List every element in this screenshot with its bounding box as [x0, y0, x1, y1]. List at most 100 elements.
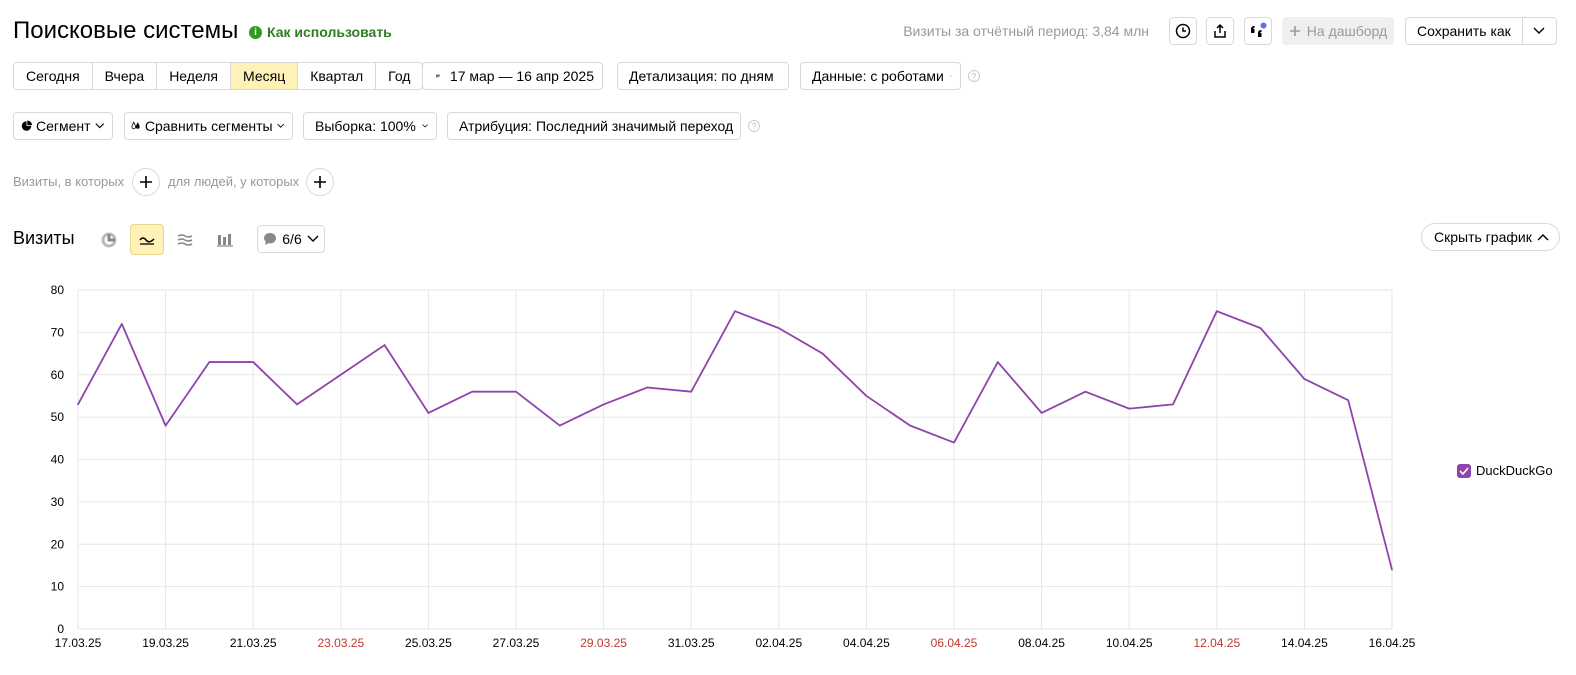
data-point [1216, 310, 1218, 312]
area-chart-icon [177, 233, 193, 246]
x-tick-label: 27.03.25 [493, 636, 540, 650]
y-tick-label: 80 [51, 283, 65, 297]
sample-label: Выборка: 100% [315, 118, 416, 134]
visits-total: Визиты за отчётный период: 3,84 млн [903, 23, 1149, 39]
data-point [909, 424, 911, 427]
period-today[interactable]: Сегодня [14, 63, 93, 89]
chevron-down-icon [276, 123, 284, 128]
period-week[interactable]: Неделя [157, 63, 232, 89]
segment-label: Сегмент [36, 118, 91, 134]
legend-label: DuckDuckGo [1476, 463, 1553, 478]
to-dashboard-button[interactable]: На дашборд [1282, 17, 1394, 45]
segment-dropdown[interactable]: Сегмент [13, 112, 113, 140]
data-point [690, 390, 692, 393]
data-point [383, 344, 386, 346]
chevron-up-icon [1537, 234, 1549, 241]
x-tick-label: 02.04.25 [755, 636, 802, 650]
comment-icon [264, 233, 277, 245]
x-tick-label: 14.04.25 [1281, 636, 1328, 650]
add-visit-condition-button[interactable] [132, 168, 160, 196]
hide-chart-button[interactable]: Скрыть график [1421, 223, 1560, 251]
compare-segments-label: Сравнить сегменты [144, 118, 273, 134]
line-chart-icon [139, 236, 155, 245]
y-tick-label: 30 [51, 495, 65, 509]
x-tick-label: 08.04.25 [1018, 636, 1065, 650]
y-tick-label: 20 [51, 537, 65, 551]
chart-type-pie[interactable] [92, 224, 126, 255]
data-point [559, 424, 561, 427]
period-month[interactable]: Месяц [231, 63, 299, 89]
hide-chart-label: Скрыть график [1434, 229, 1532, 245]
detail-label: Детализация: по дням [629, 68, 774, 84]
quote-icon [1251, 22, 1267, 37]
y-tick-label: 0 [57, 622, 64, 636]
data-point [427, 412, 430, 414]
save-as-button[interactable]: Сохранить как [1406, 18, 1523, 44]
date-range-label: 17 мар — 16 апр 2025 [449, 68, 594, 84]
add-people-condition-button[interactable] [306, 168, 334, 196]
y-tick-label: 40 [51, 453, 65, 467]
data-point [296, 403, 298, 406]
data-point [953, 441, 955, 444]
plus-icon [140, 176, 152, 188]
y-tick-label: 10 [51, 580, 65, 594]
export-button[interactable] [1206, 17, 1234, 45]
chevron-down-icon [422, 124, 428, 128]
data-point [164, 424, 167, 427]
data-point [340, 373, 342, 376]
save-as-control: Сохранить как [1405, 17, 1557, 45]
chart-section-title: Визиты [13, 228, 75, 248]
people-where-label: для людей, у которых [168, 174, 300, 189]
period-year[interactable]: Год [376, 63, 423, 89]
visits-where-label: Визиты, в которых [13, 174, 125, 189]
x-tick-label: 21.03.25 [230, 636, 277, 650]
y-tick-label: 60 [51, 368, 65, 382]
save-as-dropdown[interactable] [1523, 18, 1556, 44]
pie-icon [21, 120, 32, 131]
chevron-down-icon [94, 123, 104, 129]
x-tick-label: 17.03.25 [55, 636, 102, 650]
chart-type-area[interactable] [168, 224, 202, 255]
period-quarter[interactable]: Квартал [298, 63, 377, 89]
data-point [208, 361, 211, 363]
how-to-use-label: Как использовать [267, 24, 392, 40]
compare-segments-dropdown[interactable]: Сравнить сегменты [124, 112, 293, 140]
chevron-down-icon [307, 235, 319, 242]
series-selector[interactable]: 6/6 [257, 225, 325, 253]
sample-dropdown[interactable]: Выборка: 100% [303, 112, 437, 140]
data-point [865, 395, 868, 397]
detail-dropdown[interactable]: Детализация: по дням [617, 62, 789, 90]
data-point [1391, 568, 1393, 571]
page-title: Поисковые системы [13, 17, 239, 44]
attribution-dropdown[interactable]: Атрибуция: Последний значимый переход [447, 112, 741, 140]
help-icon[interactable]: ? [748, 120, 760, 132]
data-point [997, 361, 999, 363]
notes-button[interactable] [1244, 17, 1272, 45]
data-point [778, 327, 780, 329]
calendar-icon [436, 74, 440, 78]
help-icon[interactable]: ? [968, 70, 980, 82]
plus-icon [314, 176, 326, 188]
history-button[interactable] [1169, 17, 1197, 45]
chart-type-line[interactable] [130, 224, 164, 255]
data-dropdown[interactable]: Данные: с роботами [800, 62, 961, 90]
data-point [821, 352, 824, 355]
legend-item[interactable]: DuckDuckGo [1457, 463, 1553, 478]
checkbox-checked-icon[interactable] [1457, 463, 1471, 478]
period-yesterday[interactable]: Вчера [92, 63, 158, 89]
series-line-duckduckgo [77, 310, 1393, 570]
date-range-picker[interactable]: 17 мар — 16 апр 2025 [422, 62, 603, 90]
info-icon: i [249, 25, 262, 39]
data-point [646, 386, 649, 389]
data-point [77, 403, 79, 406]
chart-type-bar[interactable] [208, 224, 242, 255]
data-point [1259, 327, 1262, 329]
y-tick-label: 50 [51, 410, 65, 424]
to-dashboard-label: На дашборд [1306, 23, 1388, 39]
data-point [471, 390, 474, 393]
x-tick-label: 04.04.25 [843, 636, 890, 650]
how-to-use-link[interactable]: i Как использовать [249, 24, 392, 40]
data-point [1172, 403, 1174, 406]
x-tick-label: 19.03.25 [142, 636, 189, 650]
data-point [602, 403, 605, 406]
